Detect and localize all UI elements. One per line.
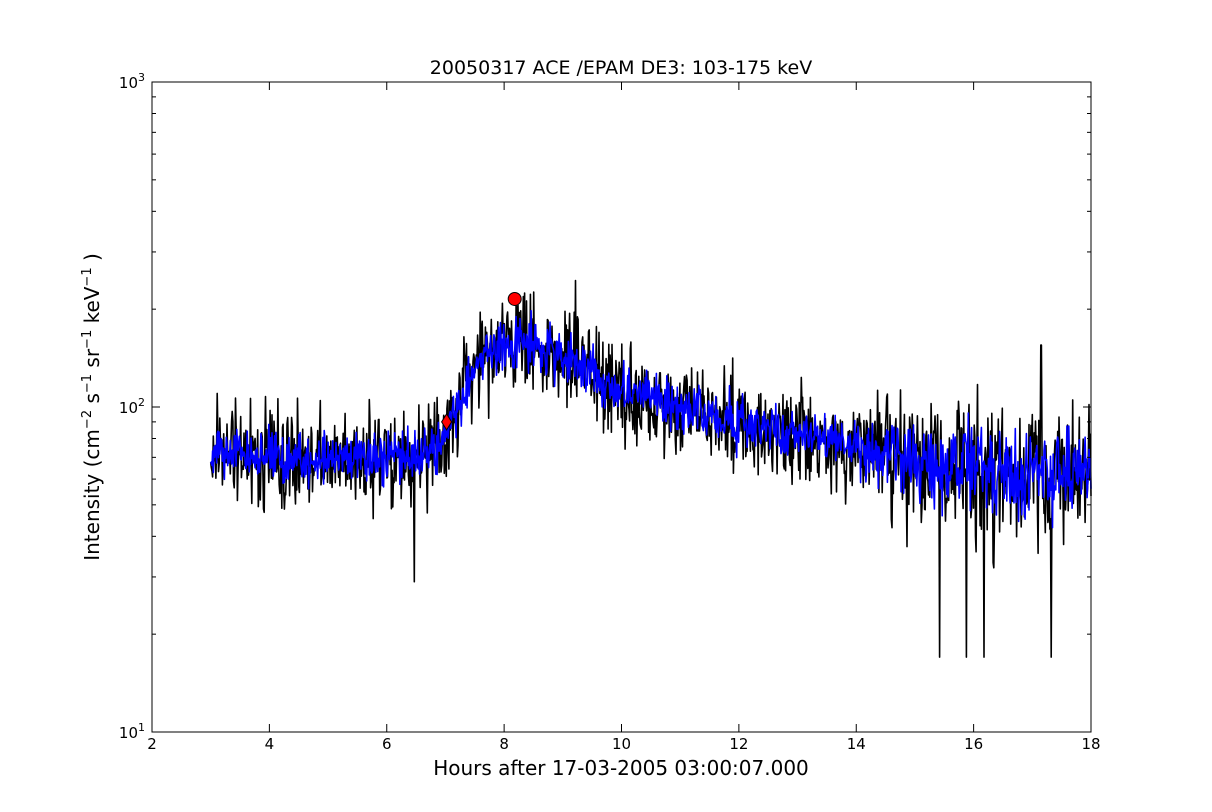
y-label-unit: s: [80, 393, 104, 410]
y-label-unit: keV: [80, 286, 104, 330]
x-tick-label: 8: [499, 735, 509, 753]
tick-layer: 2 4 6 8 10 12 14 16 18 101 102 103: [119, 71, 1101, 753]
y-tick-label: 102: [119, 396, 145, 417]
smoothed-intensity-series-line: [209, 309, 1092, 529]
y-label-unit: sr: [80, 348, 104, 374]
y-axis-label: Intensity (cm−2 s−1 sr−1 keV−1 ): [80, 253, 104, 561]
chart-title: 20050317 ACE /EPAM DE3: 103-175 keV: [430, 57, 812, 79]
y-label-exp: −2: [80, 410, 95, 429]
x-tick-label: 14: [847, 735, 866, 753]
y-label-close: ): [80, 253, 104, 267]
x-axis-label: Hours after 17-03-2005 03:00:07.000: [433, 756, 809, 780]
x-tick-label: 6: [382, 735, 392, 753]
x-tick-label: 12: [729, 735, 748, 753]
y-label-exp: −1: [80, 374, 95, 393]
y-tick-label: 101: [119, 721, 145, 742]
series-layer: [209, 279, 1092, 658]
x-tick-label: 2: [147, 735, 157, 753]
y-label-exp: −1: [80, 330, 95, 349]
peak-circle-marker: [507, 291, 522, 306]
x-tick-label: 4: [265, 735, 275, 753]
y-label-base: Intensity (cm: [80, 429, 104, 561]
y-tick-label: 103: [119, 71, 145, 92]
y-label-exp: −1: [80, 267, 95, 286]
marker-layer: [441, 291, 522, 431]
x-tick-label: 18: [1081, 735, 1100, 753]
x-tick-label: 16: [964, 735, 983, 753]
onset-diamond-marker: [441, 412, 453, 431]
x-tick-label: 10: [612, 735, 631, 753]
